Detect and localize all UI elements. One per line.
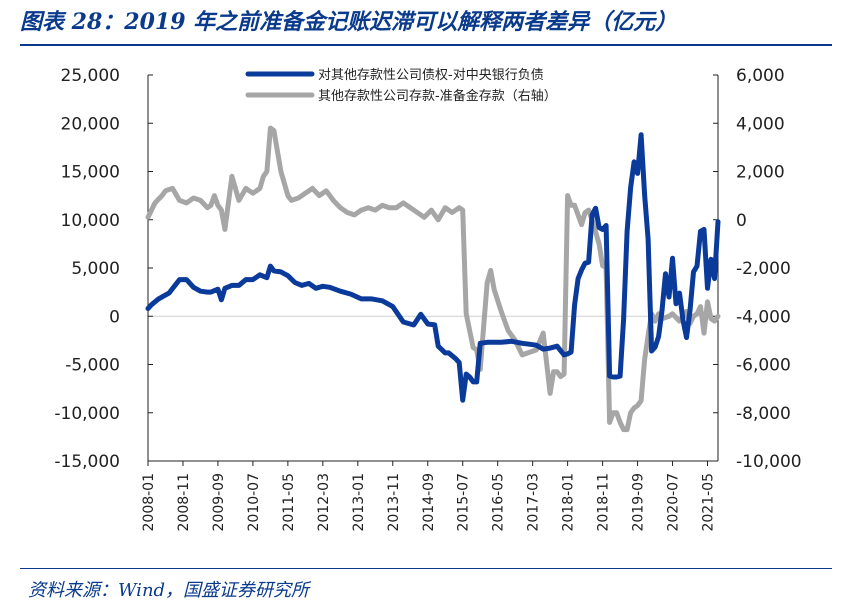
left-axis-tick-label: -5,000 [65, 356, 120, 376]
x-axis-tick-label: 2013-01 [351, 473, 367, 532]
left-axis-tick-label: 15,000 [61, 163, 120, 183]
right-axis-tick-label: 4,000 [736, 114, 785, 134]
chart-title: 图表 28：2019 年之前准备金记账迟滞可以解释两者差异（亿元） [20, 9, 678, 35]
x-axis-tick-label: 2018-11 [596, 473, 612, 532]
x-axis-tick-label: 2015-07 [456, 473, 472, 532]
legend-label: 其他存款性公司存款-准备金存款（右轴） [318, 88, 557, 104]
x-axis-tick-label: 2013-11 [386, 473, 402, 532]
x-axis-tick-label: 2014-09 [421, 473, 437, 532]
right-axis-tick-label: 2,000 [736, 163, 785, 183]
x-axis-tick-label: 2017-03 [526, 473, 542, 532]
x-axis-tick-label: 2008-11 [176, 473, 192, 532]
left-axis-tick-label: 20,000 [61, 114, 120, 134]
axes-layer: -15,000 -10,000 -5,000 0 5,000 10,000 15,000 20… [54, 66, 801, 532]
x-axis-tick-label: 2018-01 [561, 473, 577, 532]
title-divider [20, 44, 832, 46]
x-axis-tick-label: 2011-05 [281, 473, 297, 532]
source-divider [20, 568, 832, 569]
right-axis-tick-label: -4,000 [736, 307, 791, 327]
left-axis-tick-label: 25,000 [61, 66, 120, 86]
x-axis-tick-label: 2016-05 [491, 473, 507, 532]
left-axis-tick-label: -10,000 [54, 404, 120, 424]
legend-label: 对其他存款性公司债权-对中央银行负债 [318, 67, 544, 83]
left-axis-tick-label: 0 [109, 307, 120, 327]
right-axis-tick-label: -2,000 [736, 259, 791, 279]
x-axis-tick-label: 2019-09 [631, 473, 647, 532]
source-note: 资料来源：Wind，国盛证券研究所 [28, 580, 310, 601]
dual-axis-line-chart: -15,000 -10,000 -5,000 0 5,000 10,000 15,000 20… [54, 66, 801, 532]
left-axis-tick-label: -15,000 [54, 452, 120, 472]
x-axis-tick-label: 2012-03 [316, 473, 332, 532]
x-axis-tick-label: 2008-01 [141, 473, 157, 532]
x-axis-tick-label: 2020-07 [666, 473, 682, 532]
right-axis-tick-label: 6,000 [736, 66, 785, 86]
right-axis-tick-label: -6,000 [736, 356, 791, 376]
x-axis-tick-label: 2010-07 [246, 473, 262, 532]
left-axis-tick-label: 5,000 [71, 259, 120, 279]
series-layer [145, 125, 721, 433]
series-line-claims-minus-liabilities [145, 132, 721, 403]
x-axis-tick-label: 2021-05 [701, 473, 717, 532]
right-axis-tick-label: 0 [736, 211, 747, 231]
right-axis-tick-label: -8,000 [736, 404, 791, 424]
left-axis-tick-label: 10,000 [61, 211, 120, 231]
right-axis-tick-label: -10,000 [736, 452, 802, 472]
x-axis-tick-label: 2009-09 [211, 473, 227, 532]
